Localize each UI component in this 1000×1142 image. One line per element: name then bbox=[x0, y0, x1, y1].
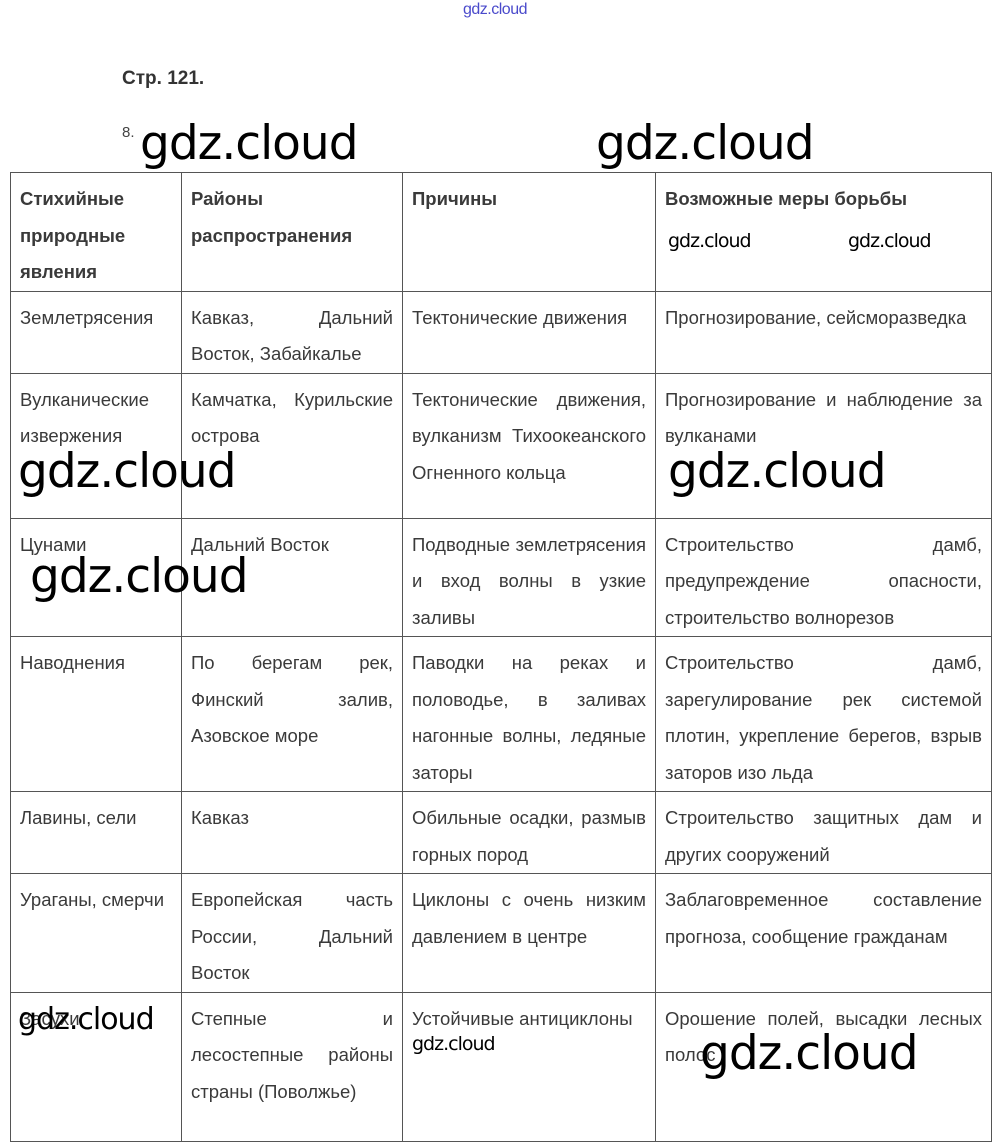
table-cell: Строительство дамб, зарегулирование рек … bbox=[655, 636, 992, 792]
table-cell: Обильные осадки, размыв горных пород bbox=[402, 791, 656, 874]
table-cell: Циклоны с очень низким давлением в центр… bbox=[402, 873, 656, 993]
watermark: gdz.cloud bbox=[596, 116, 815, 171]
table-cell: Строительство дамб, предупреждение опасн… bbox=[655, 517, 992, 637]
header-cell: Районы распространения bbox=[181, 172, 403, 292]
watermark: gdz.cloud bbox=[140, 116, 359, 171]
header-cell: Причины bbox=[402, 172, 656, 292]
watermark: gdz.cloud bbox=[700, 1026, 919, 1081]
table-cell: Прогнозирование и наблюдение за вулканам… bbox=[655, 372, 992, 519]
table-row: Ураганы, смерчи Европейская часть России… bbox=[10, 873, 992, 993]
table-cell: Устойчивые антициклоны bbox=[402, 991, 656, 1142]
table-row: Наводнения По берегам рек, Финский залив… bbox=[10, 636, 992, 792]
watermark: gdz.cloud bbox=[18, 444, 237, 499]
watermark: gdz.cloud bbox=[668, 230, 752, 252]
table-cell: Тектонические движения, вулканизм Тихоок… bbox=[402, 372, 656, 519]
table-cell: Паводки на реках и половодье, в заливах … bbox=[402, 636, 656, 792]
table-cell: Лавины, сели bbox=[10, 791, 182, 874]
watermark: gdz.cloud bbox=[18, 1002, 155, 1037]
header-cell: Возможные меры борьбы bbox=[655, 172, 992, 292]
table-cell: Строительство защитных дам и других соор… bbox=[655, 791, 992, 874]
table-row: Вулканические извержения Камчатка, Курил… bbox=[10, 372, 992, 519]
table-cell: Камчатка, Курильские острова bbox=[181, 372, 403, 519]
table-cell: Ураганы, смерчи bbox=[10, 873, 182, 993]
table-cell: Прогнозирование, сейсморазведка bbox=[655, 290, 992, 374]
watermark: gdz.cloud bbox=[30, 549, 249, 604]
table-cell: Землетрясения bbox=[10, 290, 182, 374]
natural-hazards-table: Стихийные природные явления Районы распр… bbox=[10, 172, 992, 1142]
table-cell: Европейская часть России, Дальний Восток bbox=[181, 873, 403, 993]
watermark: gdz.cloud bbox=[412, 1033, 496, 1055]
table-cell: Тектонические движения bbox=[402, 290, 656, 374]
table-cell: Наводнения bbox=[10, 636, 182, 792]
table-cell: Подводные землетрясения и вход волны в у… bbox=[402, 517, 656, 637]
header-cell: Стихийные природные явления bbox=[10, 172, 182, 292]
table-cell: Степные и лесостепные районы страны (Пов… bbox=[181, 991, 403, 1142]
table-header-row: Стихийные природные явления Районы распр… bbox=[10, 172, 992, 292]
table-row: Цунами Дальний Восток Подводные землетря… bbox=[10, 517, 992, 637]
watermark: gdz.cloud bbox=[848, 230, 932, 252]
task-number: 8. bbox=[122, 124, 135, 141]
table-cell: Вулканические извержения bbox=[10, 372, 182, 519]
watermark: gdz.cloud bbox=[668, 444, 887, 499]
table-cell: Кавказ, Дальний Восток, Забайкалье bbox=[181, 290, 403, 374]
page-reference: Стр. 121. bbox=[122, 68, 205, 89]
table-cell: По берегам рек, Финский залив, Азовское … bbox=[181, 636, 403, 792]
site-link[interactable]: gdz.cloud bbox=[463, 1, 528, 18]
table-row: Лавины, сели Кавказ Обильные осадки, раз… bbox=[10, 791, 992, 874]
table-cell: Кавказ bbox=[181, 791, 403, 874]
table-cell: Заблаговременное составление прогноза, с… bbox=[655, 873, 992, 993]
table-row: Землетрясения Кавказ, Дальний Восток, За… bbox=[10, 290, 992, 374]
